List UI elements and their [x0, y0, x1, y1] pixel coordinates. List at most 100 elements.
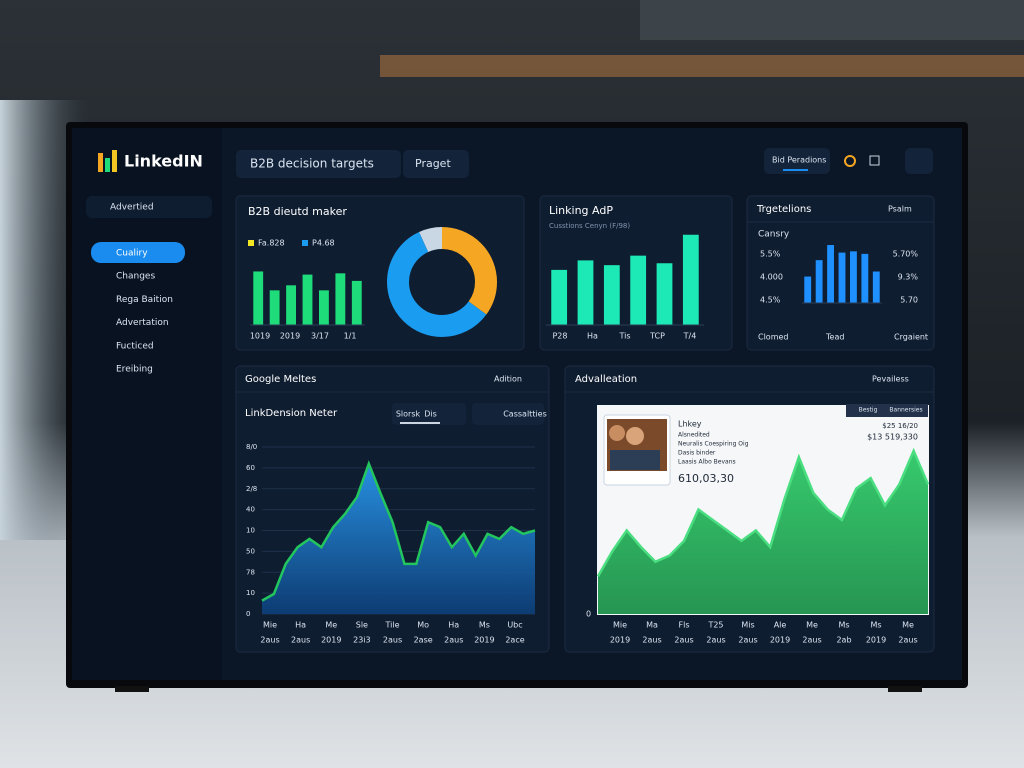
- legend-swatch: [248, 240, 254, 246]
- x-sublabel: 2aus: [444, 636, 463, 645]
- donut-slice: [387, 227, 497, 337]
- monitor-foot: [115, 686, 149, 692]
- legend-label: Fa.828: [258, 239, 285, 248]
- x-label: Me: [325, 621, 337, 630]
- x-sublabel: 2aus: [260, 636, 279, 645]
- badge: Bestig: [859, 407, 878, 414]
- x-label: 3/17: [311, 332, 329, 341]
- panel-title: Advalleation: [575, 374, 637, 385]
- x-label: Mie: [613, 621, 627, 630]
- bar: [603, 265, 620, 325]
- bar: [253, 271, 264, 325]
- x-label: 1019: [250, 332, 270, 341]
- y-tick-label: 8/0: [246, 443, 257, 451]
- panel-title: Google Meltes: [245, 374, 316, 385]
- x-label: Ha: [295, 621, 306, 630]
- x-label: Ubc: [507, 621, 522, 630]
- bar: [838, 252, 846, 303]
- x-label: Ms: [870, 621, 881, 630]
- x-label: Mie: [263, 621, 277, 630]
- photo-body: [610, 450, 660, 470]
- x-sublabel: 2aus: [898, 636, 917, 645]
- logo-mark: [105, 158, 110, 172]
- panel-title: Trgetelions: [756, 204, 811, 215]
- bar: [827, 245, 834, 303]
- y-tick-label: 60: [246, 464, 255, 472]
- tab-box[interactable]: [392, 403, 466, 425]
- target-box[interactable]: [236, 150, 401, 178]
- button-box[interactable]: [764, 148, 830, 174]
- x-sublabel: 2ab: [836, 636, 851, 645]
- bar: [804, 276, 812, 303]
- x-sublabel: 2019: [770, 636, 790, 645]
- x-label: Ms: [838, 621, 849, 630]
- select: Praget: [415, 157, 451, 170]
- tab-box[interactable]: [472, 403, 544, 425]
- side-label: 4.000: [760, 273, 783, 282]
- icon[interactable]: [844, 155, 856, 167]
- card-line: Laasis Albo Bevans: [678, 459, 736, 466]
- panel-title: B2B dieutd maker: [248, 205, 347, 218]
- x-label: TCP: [649, 332, 665, 341]
- x-sublabel: 2aus: [706, 636, 725, 645]
- card-line: Alsnedited: [678, 432, 710, 439]
- x-sublabel: 2019: [321, 636, 341, 645]
- area: [262, 463, 535, 614]
- x-sublabel: 2aus: [674, 636, 693, 645]
- card-name: Lhkey: [678, 420, 702, 429]
- side-label: 4.5%: [760, 296, 781, 305]
- x-label: Me: [902, 621, 914, 630]
- panel-menu: Pevailess: [872, 375, 909, 384]
- stat: $25 16/20: [882, 422, 918, 430]
- bar: [302, 274, 313, 325]
- side-label: 5.70: [900, 296, 918, 305]
- y-tick-label: 2/8: [246, 485, 257, 493]
- panel-menu: Psalm: [888, 205, 912, 214]
- area-line: [261, 460, 536, 602]
- nav-active[interactable]: [91, 242, 185, 263]
- x-label: Tis: [618, 332, 630, 341]
- footer-item: Clomed: [758, 333, 789, 342]
- bar: [269, 290, 280, 325]
- x-sublabel: 2aus: [291, 636, 310, 645]
- logo-mark: [98, 153, 103, 172]
- x-sublabel: 2aus: [738, 636, 757, 645]
- search-text: Advertied: [110, 203, 154, 213]
- tab: Cassaltties: [503, 410, 547, 419]
- search-box[interactable]: [86, 196, 212, 218]
- card-line: Neuralis Coespiring Oig: [678, 441, 749, 448]
- y-tick-label: 78: [246, 568, 255, 576]
- nav-item: Fucticed: [116, 341, 154, 351]
- monitor-foot: [888, 686, 922, 692]
- x-sublabel: 2ace: [505, 636, 524, 645]
- user-icon[interactable]: [905, 148, 933, 174]
- bar: [815, 260, 823, 303]
- bar: [551, 269, 568, 325]
- x-label: Ms: [479, 621, 490, 630]
- x-sublabel: 23i3: [353, 636, 371, 645]
- card-amount: 610,03,30: [678, 472, 734, 485]
- x-label: Ma: [646, 621, 658, 630]
- tab: Slorsk: [396, 410, 421, 419]
- footer-item: Tead: [825, 333, 844, 342]
- bar: [351, 280, 362, 325]
- legend-label: P4.68: [312, 239, 335, 248]
- x-sublabel: 2aus: [802, 636, 821, 645]
- x-sublabel: 2019: [866, 636, 886, 645]
- bar: [577, 260, 594, 325]
- y-tick-label: 10: [246, 527, 255, 535]
- panel-subtitle: LinkDension Neter: [245, 408, 338, 419]
- icon[interactable]: [869, 155, 880, 166]
- bar: [335, 273, 346, 325]
- x-label: Ha: [448, 621, 459, 630]
- side-label: 5.5%: [760, 250, 781, 259]
- stat: $13 519,330: [867, 433, 918, 442]
- select-box[interactable]: [403, 150, 469, 178]
- bar: [656, 263, 673, 325]
- area-line: [596, 447, 930, 578]
- side-label: 9.3%: [898, 273, 919, 282]
- bar: [682, 234, 699, 325]
- y-tick-label: 50: [246, 547, 255, 555]
